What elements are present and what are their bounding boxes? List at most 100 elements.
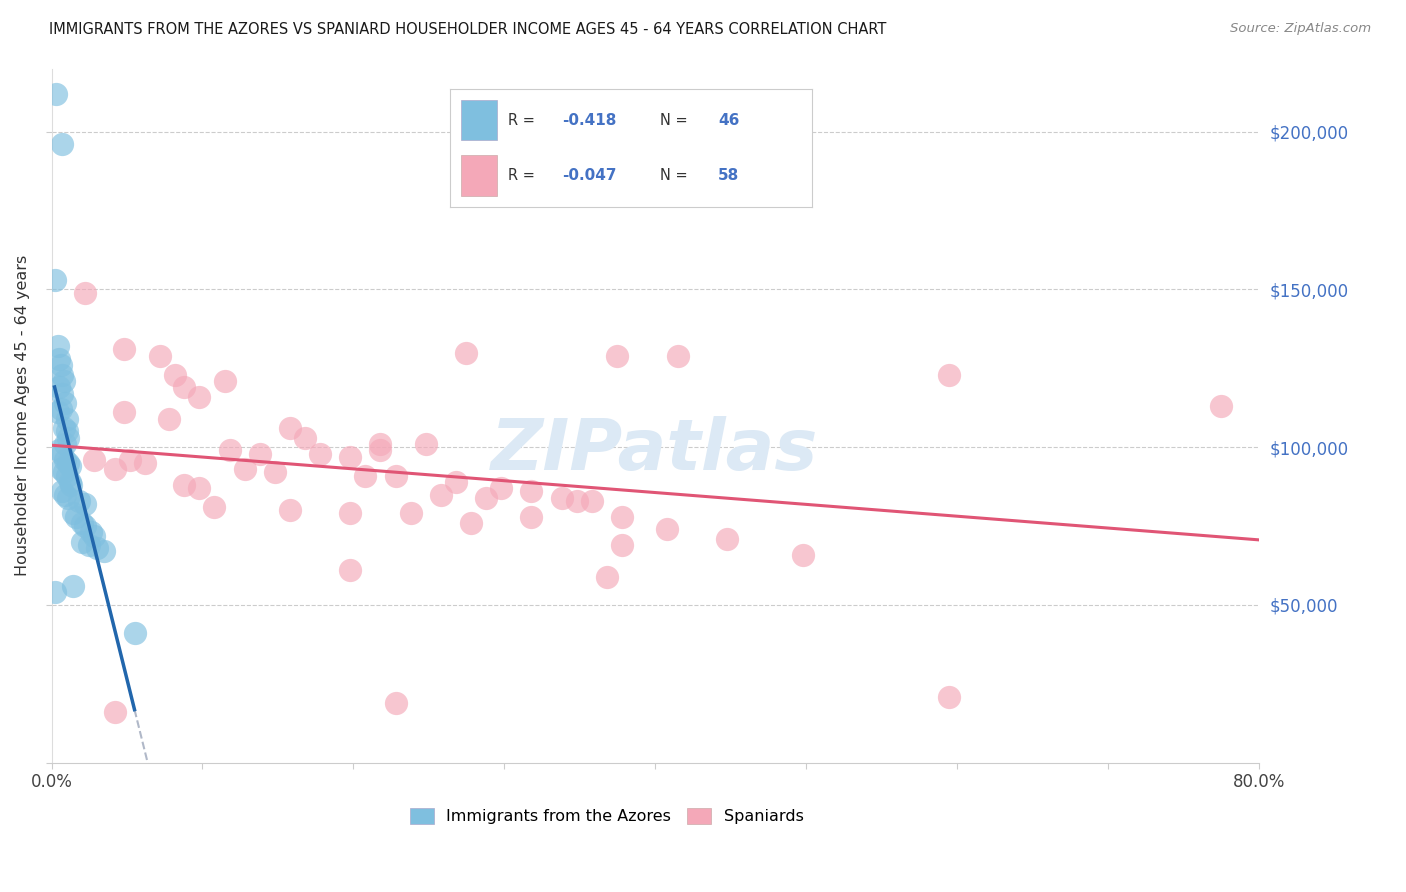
Point	[53, 396, 76, 410]
Point	[489, 481, 512, 495]
Point	[188, 481, 211, 495]
Point	[51, 484, 73, 499]
Point	[596, 569, 619, 583]
Point	[73, 285, 96, 300]
Point	[475, 491, 498, 505]
Point	[83, 528, 105, 542]
Point	[83, 453, 105, 467]
Point	[56, 491, 79, 505]
Point	[339, 507, 361, 521]
Text: IMMIGRANTS FROM THE AZORES VS SPANIARD HOUSEHOLDER INCOME AGES 45 - 64 YEARS COR: IMMIGRANTS FROM THE AZORES VS SPANIARD H…	[49, 22, 887, 37]
Point	[80, 525, 103, 540]
Point	[157, 412, 180, 426]
Point	[581, 493, 603, 508]
Point	[294, 431, 316, 445]
Point	[606, 349, 628, 363]
Point	[52, 374, 75, 388]
Point	[67, 493, 90, 508]
Point	[134, 456, 156, 470]
Point	[49, 402, 72, 417]
Point	[46, 339, 69, 353]
Point	[51, 386, 73, 401]
Point	[792, 548, 814, 562]
Point	[48, 443, 70, 458]
Point	[384, 468, 406, 483]
Point	[52, 421, 75, 435]
Point	[370, 443, 392, 458]
Point	[70, 516, 93, 530]
Point	[149, 349, 172, 363]
Point	[73, 519, 96, 533]
Point	[62, 579, 84, 593]
Point	[104, 462, 127, 476]
Point	[173, 380, 195, 394]
Point	[112, 405, 135, 419]
Point	[55, 412, 77, 426]
Point	[45, 87, 67, 101]
Point	[73, 497, 96, 511]
Point	[62, 507, 84, 521]
Point	[70, 534, 93, 549]
Point	[55, 468, 77, 483]
Point	[399, 507, 422, 521]
Point	[55, 425, 77, 439]
Point	[52, 466, 75, 480]
Point	[218, 443, 240, 458]
Point	[370, 437, 392, 451]
Point	[460, 516, 482, 530]
Text: ZIPatlas: ZIPatlas	[491, 416, 818, 485]
Point	[384, 696, 406, 710]
Point	[44, 585, 66, 599]
Point	[233, 462, 256, 476]
Point	[610, 509, 633, 524]
Point	[938, 368, 960, 382]
Point	[666, 349, 689, 363]
Point	[53, 453, 76, 467]
Point	[173, 478, 195, 492]
Point	[1209, 399, 1232, 413]
Point	[339, 563, 361, 577]
Point	[214, 374, 236, 388]
Point	[60, 478, 83, 492]
Point	[49, 358, 72, 372]
Point	[520, 509, 543, 524]
Point	[204, 500, 226, 515]
Point	[339, 450, 361, 464]
Point	[430, 487, 453, 501]
Point	[444, 475, 467, 489]
Point	[938, 690, 960, 704]
Point	[44, 273, 66, 287]
Point	[716, 532, 738, 546]
Point	[188, 390, 211, 404]
Point	[118, 453, 141, 467]
Point	[77, 538, 100, 552]
Point	[520, 484, 543, 499]
Point	[278, 421, 301, 435]
Point	[51, 446, 73, 460]
Point	[249, 446, 271, 460]
Point	[53, 437, 76, 451]
Point	[53, 487, 76, 501]
Point	[48, 351, 70, 366]
Point	[124, 626, 146, 640]
Point	[51, 137, 73, 152]
Y-axis label: Householder Income Ages 45 - 64 years: Householder Income Ages 45 - 64 years	[15, 255, 30, 576]
Point	[59, 459, 82, 474]
Point	[59, 475, 82, 489]
Point	[86, 541, 108, 556]
Point	[56, 431, 79, 445]
Point	[354, 468, 377, 483]
Point	[56, 456, 79, 470]
Point	[263, 466, 285, 480]
Point	[46, 405, 69, 419]
Point	[456, 345, 478, 359]
Point	[550, 491, 572, 505]
Point	[51, 368, 73, 382]
Point	[65, 509, 87, 524]
Point	[610, 538, 633, 552]
Point	[112, 343, 135, 357]
Legend: Immigrants from the Azores, Spaniards: Immigrants from the Azores, Spaniards	[409, 807, 804, 824]
Point	[278, 503, 301, 517]
Point	[565, 493, 588, 508]
Point	[93, 544, 115, 558]
